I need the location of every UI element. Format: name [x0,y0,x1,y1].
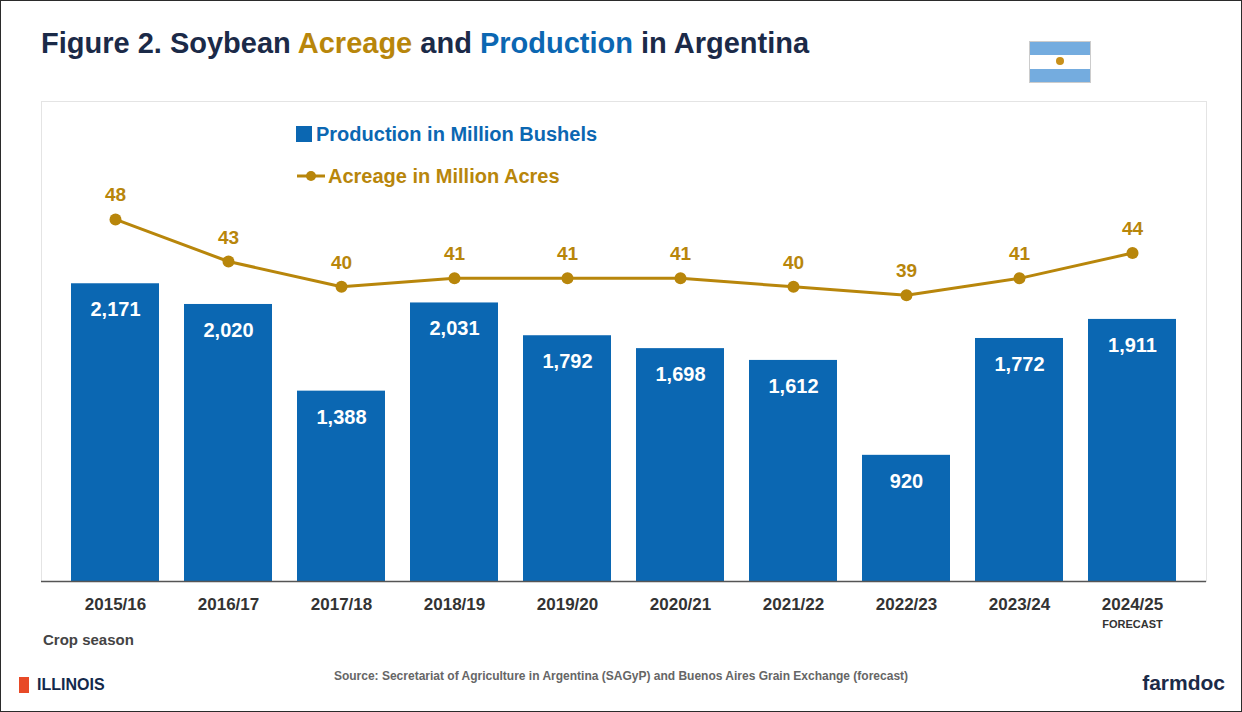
svg-text:1,612: 1,612 [768,375,818,397]
svg-text:2020/21: 2020/21 [650,595,711,614]
svg-text:41: 41 [444,243,466,264]
svg-text:1,911: 1,911 [1108,334,1157,356]
html-text:Production in Million Bushels: Production in Million Bushels [316,122,598,145]
svg-text:48: 48 [105,184,126,205]
html-text:Acreage in Million Acres: Acreage in Million Acres [328,164,560,187]
svg-text:41: 41 [557,243,579,264]
svg-text:2019/20: 2019/20 [537,595,598,614]
html-text:farmdoc: farmdoc [1142,671,1225,694]
svg-text:920: 920 [890,470,923,492]
svg-text:41: 41 [1009,243,1031,264]
html-text:Figure 2. Soybean Acreage and: Figure 2. Soybean Acreage and Production… [41,27,810,59]
svg-text:44: 44 [1122,218,1144,239]
html-text:Source: Secretariat of Agricul: Source: Secretariat of Agriculture in Ar… [333,669,909,683]
svg-text:2018/19: 2018/19 [424,595,485,614]
svg-text:1,772: 1,772 [994,353,1044,375]
svg-text:2024/25: 2024/25 [1102,595,1163,614]
svg-text:2023/24: 2023/24 [989,595,1051,614]
svg-text:2021/22: 2021/22 [763,595,824,614]
svg-text:2,020: 2,020 [203,319,253,341]
svg-text:2015/16: 2015/16 [85,595,146,614]
svg-text:40: 40 [331,252,352,273]
svg-text:43: 43 [218,227,239,248]
html-text:Crop season: Crop season [43,631,134,648]
svg-text:1,698: 1,698 [655,363,705,385]
svg-text:2022/23: 2022/23 [876,595,937,614]
svg-text:2,171: 2,171 [90,298,140,320]
svg-text:39: 39 [896,260,917,281]
svg-text:2017/18: 2017/18 [311,595,372,614]
svg-text:2,031: 2,031 [429,317,479,339]
html-text:ILLINOIS: ILLINOIS [37,676,105,693]
svg-text:2016/17: 2016/17 [198,595,259,614]
svg-text:FORECAST: FORECAST [1102,618,1163,630]
svg-text:1,388: 1,388 [316,406,366,428]
svg-text:1,792: 1,792 [542,350,592,372]
svg-text:40: 40 [783,252,804,273]
svg-text:41: 41 [670,243,692,264]
